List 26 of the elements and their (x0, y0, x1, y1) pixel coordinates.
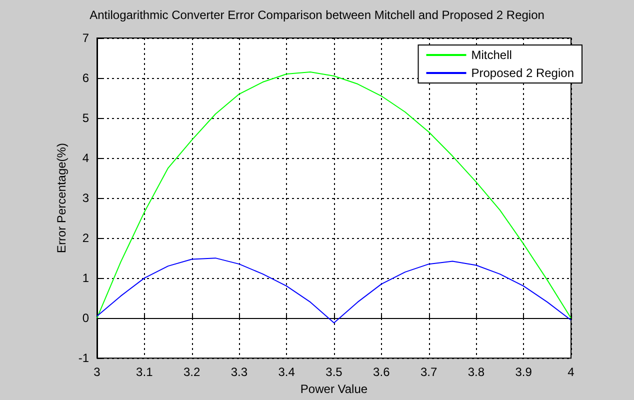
y-tick-label: 3 (82, 191, 90, 206)
x-tick-label: 3.9 (515, 365, 532, 380)
x-tick-label: 3.8 (468, 365, 485, 380)
x-tick-label: 3.3 (230, 365, 248, 380)
legend-label: Mitchell (471, 48, 512, 62)
x-axis-title: Power Value (300, 382, 368, 396)
y-tick-label: 7 (82, 31, 90, 45)
x-tick-label: 3.7 (420, 365, 438, 380)
y-tick-label: 6 (82, 71, 90, 86)
line-series (96, 258, 572, 324)
x-tick-label: 3.1 (136, 365, 154, 380)
x-tick-label: 4 (568, 365, 575, 380)
x-tick-label: 3.2 (183, 365, 200, 380)
y-tick-label: 0 (82, 311, 90, 326)
legend-label: Proposed 2 Region (471, 66, 574, 80)
chart-title: Antilogarithmic Converter Error Comparison between Mitchell and Proposed 2 Region (90, 8, 544, 22)
x-tick-label: 3 (94, 365, 101, 380)
x-tick-label: 3.6 (373, 365, 390, 380)
y-tick-label: 2 (82, 231, 90, 246)
y-tick-label: -1 (78, 351, 90, 366)
x-tick-label: 3.5 (326, 365, 343, 380)
y-tick-label: 5 (82, 111, 90, 126)
x-tick-label: 3.4 (278, 365, 296, 380)
y-axis-title: Error Percentage(%) (54, 143, 68, 254)
y-tick-label: 4 (82, 151, 90, 166)
y-tick-label: 1 (82, 271, 90, 286)
